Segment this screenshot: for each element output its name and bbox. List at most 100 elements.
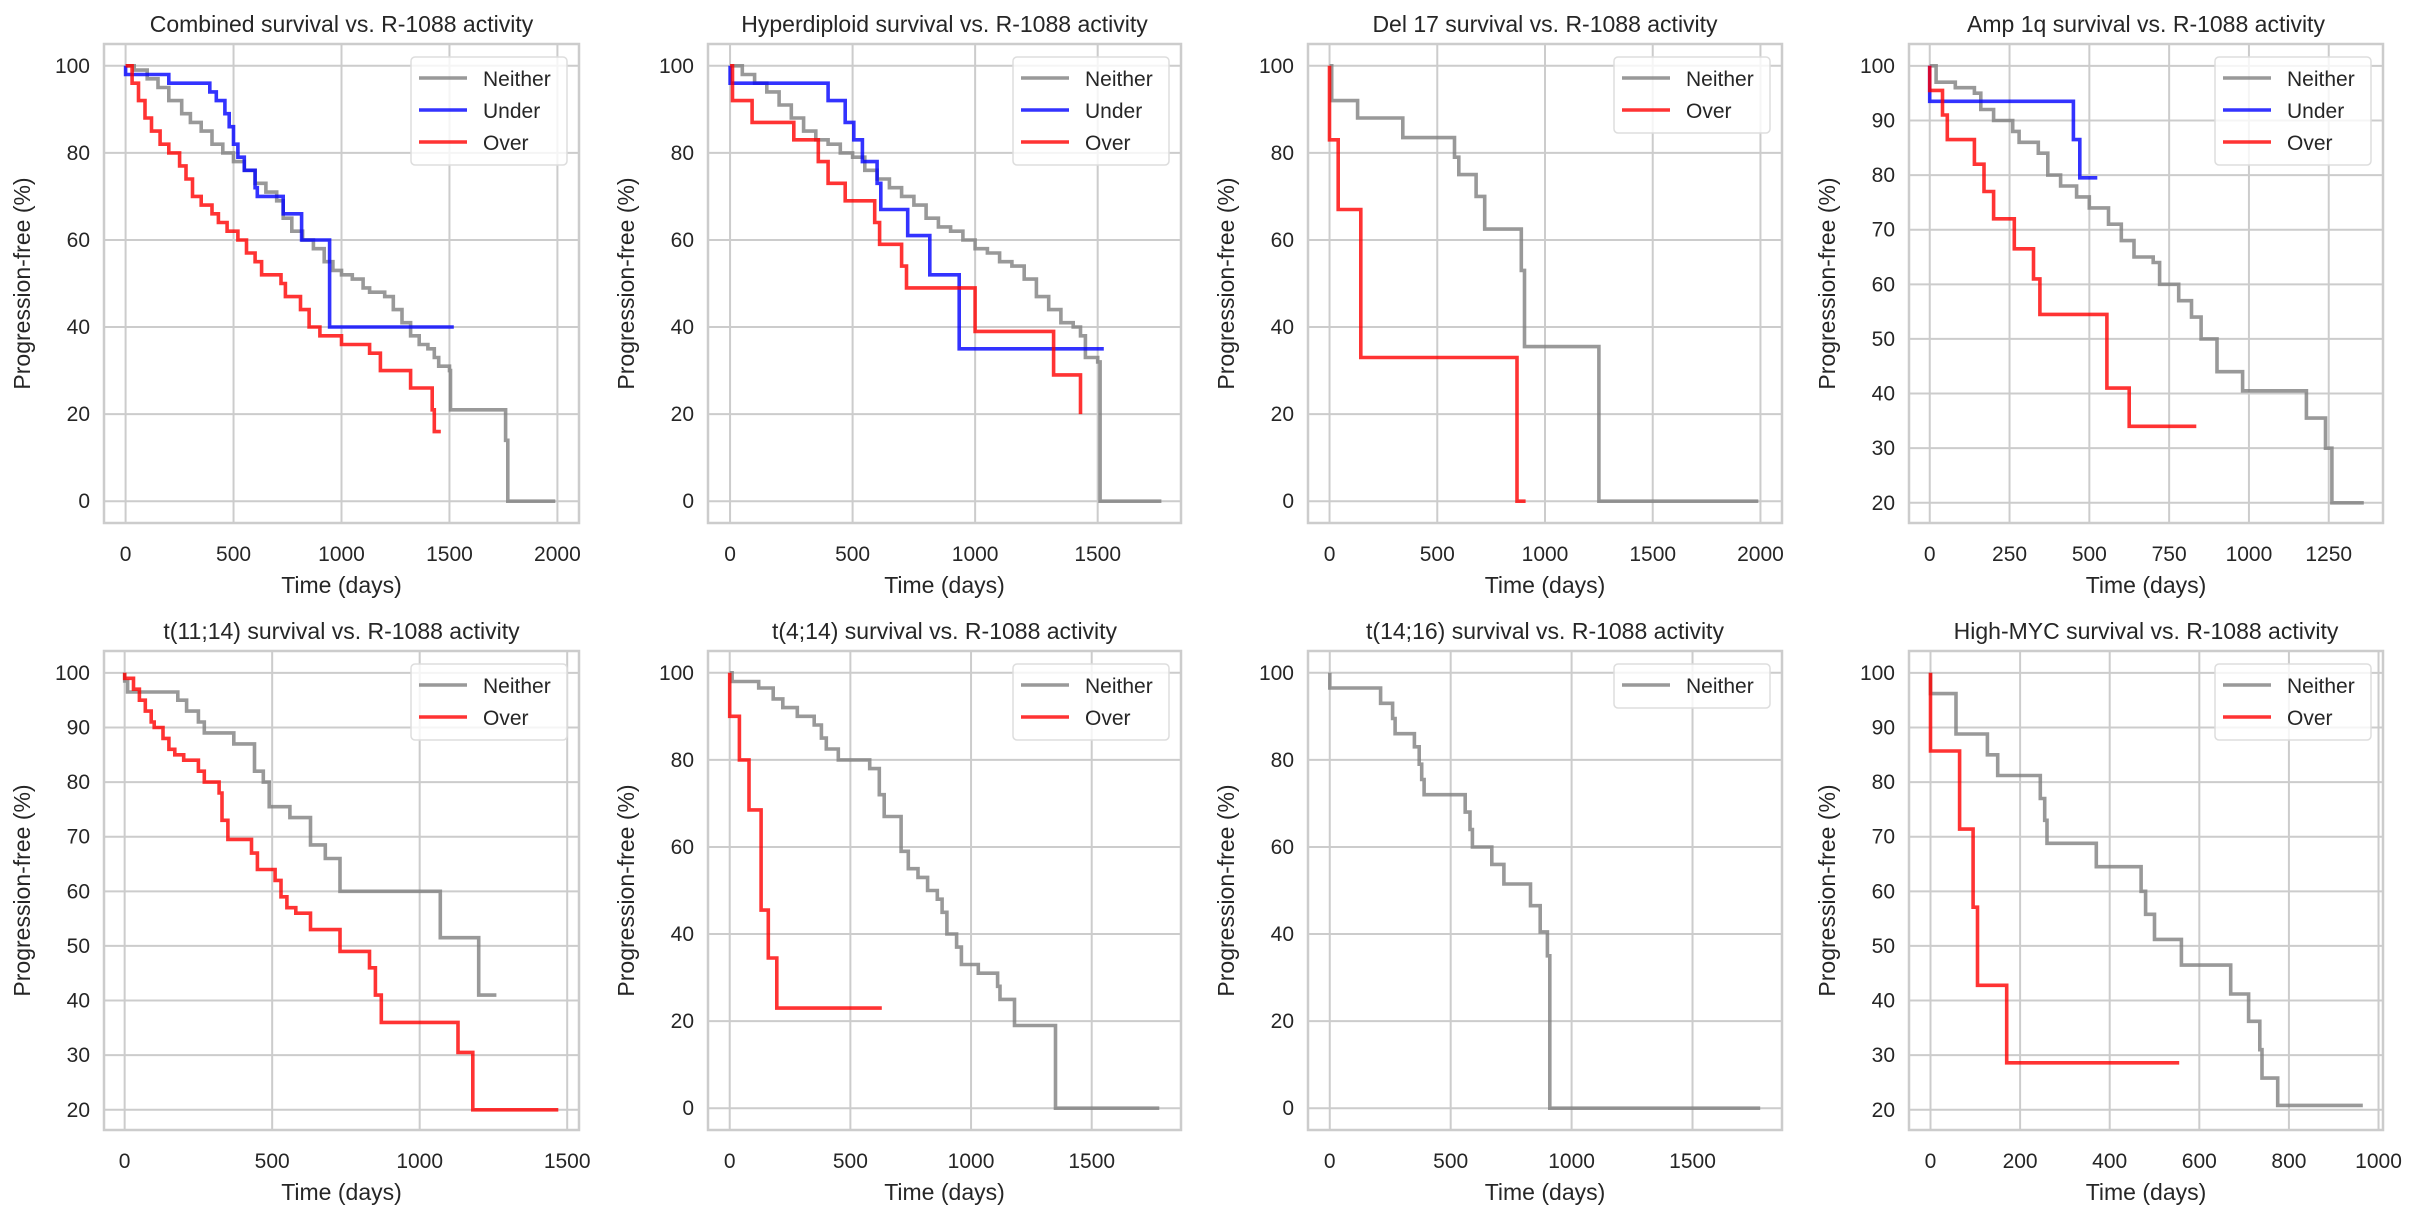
- legend-label: Neither: [2287, 675, 2355, 698]
- y-tick-label: 30: [1872, 1044, 1895, 1067]
- legend-box: [2214, 56, 2372, 166]
- chart-title: Amp 1q survival vs. R-1088 activity: [1967, 11, 2325, 37]
- survival-curve-neither: [122, 672, 497, 997]
- y-tick-label: 20: [67, 1099, 90, 1122]
- x-tick-label: 1500: [426, 543, 473, 566]
- x-tick-label: 2000: [534, 543, 581, 566]
- legend-box: [1012, 56, 1170, 166]
- x-tick-label: 600: [2182, 1150, 2217, 1173]
- x-tick-label: 1500: [1074, 543, 1121, 566]
- survival-curve-over: [730, 64, 1083, 415]
- legend: Neither Over: [1613, 56, 1771, 134]
- x-tick-label: 2000: [1737, 543, 1784, 566]
- y-axis-label: Progression-free (%): [1213, 177, 1239, 389]
- survival-curve-over: [727, 672, 882, 1010]
- y-tick-label: 60: [1872, 880, 1895, 903]
- y-axis-label: Progression-free (%): [1213, 784, 1239, 996]
- x-tick-label: 500: [2072, 543, 2107, 566]
- x-tick-label: 0: [1924, 543, 1936, 566]
- legend-label: Over: [2287, 132, 2333, 155]
- x-tick-label: 1000: [2355, 1150, 2402, 1173]
- legend-label: Over: [2287, 707, 2333, 730]
- y-tick-label: 0: [1282, 1097, 1294, 1120]
- subplot-1: 0 500 1000 1500 0 20 40 60 80 100 Hyperdiploid sur…: [613, 11, 1183, 598]
- y-tick-label: 80: [67, 142, 90, 165]
- survival-curve-under: [123, 65, 454, 329]
- y-tick-label: 60: [671, 836, 694, 859]
- x-tick-label: 0: [1925, 1150, 1937, 1173]
- y-axis-label: Progression-free (%): [9, 784, 35, 996]
- legend-label: Neither: [1085, 68, 1153, 91]
- y-tick-label: 100: [1860, 55, 1895, 78]
- y-tick-label: 80: [1872, 164, 1895, 187]
- x-axis-label: Time (days): [1485, 572, 1606, 598]
- y-tick-label: 40: [1872, 383, 1895, 406]
- y-tick-label: 100: [55, 55, 90, 78]
- y-tick-label: 80: [671, 749, 694, 772]
- chart-title: Hyperdiploid survival vs. R-1088 activit…: [741, 11, 1148, 37]
- y-tick-label: 20: [1271, 1010, 1294, 1033]
- survival-curve-under: [1927, 65, 2098, 180]
- y-tick-label: 50: [1872, 935, 1895, 958]
- y-tick-label: 40: [1271, 923, 1294, 946]
- y-tick-label: 100: [659, 55, 694, 78]
- x-tick-label: 1000: [2226, 543, 2273, 566]
- y-tick-label: 80: [1872, 771, 1895, 794]
- survival-curve-over: [122, 672, 559, 1112]
- y-tick-label: 50: [1872, 328, 1895, 351]
- y-axis-label: Progression-free (%): [9, 177, 35, 389]
- y-tick-label: 40: [1271, 316, 1294, 339]
- y-tick-label: 40: [671, 923, 694, 946]
- y-tick-label: 90: [1872, 716, 1895, 739]
- axes-frame: [1306, 649, 1784, 1132]
- y-tick-label: 80: [671, 142, 694, 165]
- subplot-3: 0 250 500 750 1000 1250 20 30 40 50 60 70 80 90 100 Amp…: [1814, 11, 2385, 598]
- subplot-5: 0 500 1000 1500 0 20 40 60 80 100 t(4;14) survival…: [613, 618, 1183, 1205]
- x-axis-label: Time (days): [2086, 1179, 2207, 1205]
- x-tick-label: 200: [2003, 1150, 2038, 1173]
- legend-label: Under: [1085, 100, 1142, 123]
- legend-box: [1012, 663, 1170, 741]
- legend-label: Under: [2287, 100, 2344, 123]
- legend: Neither Over: [1012, 663, 1170, 741]
- survival-curve-under: [728, 65, 1104, 351]
- x-tick-label: 500: [833, 1150, 868, 1173]
- x-tick-label: 500: [255, 1150, 290, 1173]
- x-axis-label: Time (days): [1485, 1179, 1606, 1205]
- y-axis-label: Progression-free (%): [613, 177, 639, 389]
- y-tick-label: 70: [67, 826, 90, 849]
- x-tick-label: 1000: [318, 543, 365, 566]
- x-tick-label: 250: [1992, 543, 2027, 566]
- x-tick-label: 500: [216, 543, 251, 566]
- y-tick-label: 80: [1271, 142, 1294, 165]
- survival-curve-neither: [1929, 64, 2364, 505]
- y-tick-label: 70: [1872, 826, 1895, 849]
- y-tick-label: 40: [67, 990, 90, 1013]
- x-axis-label: Time (days): [884, 572, 1005, 598]
- survival-curve-neither: [729, 671, 1160, 1110]
- survival-curve-neither: [1928, 672, 2363, 1108]
- y-tick-label: 30: [67, 1044, 90, 1067]
- x-axis-label: Time (days): [2086, 572, 2207, 598]
- subplot-2: 0 500 1000 1500 2000 0 20 40 60 80 100 Del 17 survi…: [1213, 11, 1784, 598]
- x-tick-label: 400: [2092, 1150, 2127, 1173]
- y-tick-label: 50: [67, 935, 90, 958]
- legend-label: Neither: [2287, 68, 2355, 91]
- survival-curve-neither: [125, 64, 556, 503]
- legend: Neither Under Over: [1012, 56, 1170, 166]
- legend-label: Neither: [483, 68, 551, 91]
- chart-title: Combined survival vs. R-1088 activity: [150, 11, 534, 37]
- chart-title: t(14;16) survival vs. R-1088 activity: [1366, 618, 1724, 644]
- survival-curve-over: [1928, 672, 2180, 1065]
- survival-curve-over: [1927, 65, 2197, 429]
- y-tick-label: 0: [78, 490, 90, 513]
- y-tick-label: 20: [1271, 403, 1294, 426]
- y-tick-label: 70: [1872, 219, 1895, 242]
- y-tick-label: 40: [671, 316, 694, 339]
- y-tick-label: 100: [1860, 662, 1895, 685]
- y-tick-label: 60: [1271, 229, 1294, 252]
- x-tick-label: 1000: [396, 1150, 443, 1173]
- x-tick-label: 500: [1420, 543, 1455, 566]
- y-tick-label: 20: [671, 1010, 694, 1033]
